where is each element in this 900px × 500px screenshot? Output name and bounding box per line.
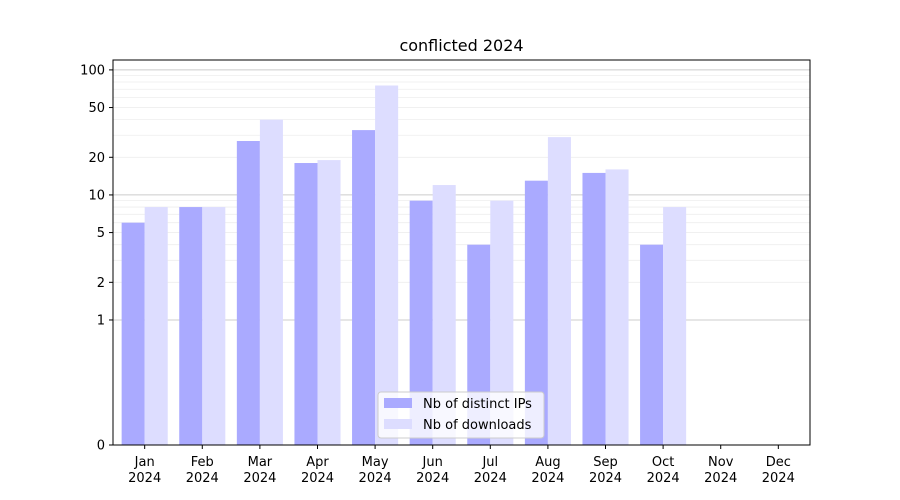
bar-downloads [663,207,687,445]
grid-lines [113,69,810,321]
plot-frame [112,59,811,446]
legend-box [377,391,545,439]
bars [121,85,687,446]
x-tick-label: Jun 2024 [416,455,449,486]
legend-swatch-distinct-ips [384,398,412,408]
y-axis: 0 1 2 5 10 20 50 100 [80,63,113,454]
y-tick-label: 2 [97,276,105,291]
y-tick-label: 1 [97,313,105,328]
x-tick-label: Dec 2024 [762,455,795,486]
y-tick-label: 5 [97,226,105,241]
legend-label-downloads: Nb of downloads [423,418,532,433]
x-tick-label: Nov 2024 [704,455,737,486]
x-tick-label: Oct 2024 [647,455,680,486]
y-tick-label: 0 [97,439,105,454]
legend-swatch-downloads [384,419,412,429]
y-tick-label: 20 [88,151,105,166]
x-tick-label: Mar 2024 [243,455,276,486]
bar-distinct-ips [294,163,318,445]
bar-downloads [432,185,456,445]
bar-distinct-ips [582,172,606,445]
x-tick-label: Aug 2024 [531,455,564,486]
bar-distinct-ips [121,222,145,445]
bar-distinct-ips [236,140,260,445]
bar-distinct-ips [524,180,548,445]
bar-distinct-ips [640,244,664,445]
bar-downloads [375,85,399,445]
y-tick-label: 50 [88,101,105,116]
y-tick-label: 10 [88,188,105,203]
bar-downloads [144,207,168,445]
legend-label-distinct-ips: Nb of distinct IPs [423,397,532,412]
chart-title: conflicted 2024 [399,36,523,55]
x-tick-label: Jan 2024 [128,455,161,486]
bar-downloads [202,207,226,445]
bar-distinct-ips [352,130,376,445]
bar-downloads [490,200,514,445]
y-tick-label: 100 [80,63,105,78]
bar-downloads [547,137,571,445]
bar-distinct-ips [409,200,433,445]
x-tick-label: Apr 2024 [301,455,334,486]
x-tick-label: Sep 2024 [589,455,622,486]
legend: Nb of distinct IPs Nb of downloads [377,391,545,439]
bar-downloads [259,119,283,446]
x-tick-label: May 2024 [359,455,392,486]
bar-downloads [317,160,341,445]
x-tick-label: Feb 2024 [186,455,219,486]
x-tick-label: Jul 2024 [474,455,507,486]
bar-downloads [605,169,629,445]
bar-distinct-ips [179,207,203,445]
x-axis: Jan 2024 Feb 2024 Mar 2024 Apr 2024 May 2024 Jun 20… [128,445,795,486]
